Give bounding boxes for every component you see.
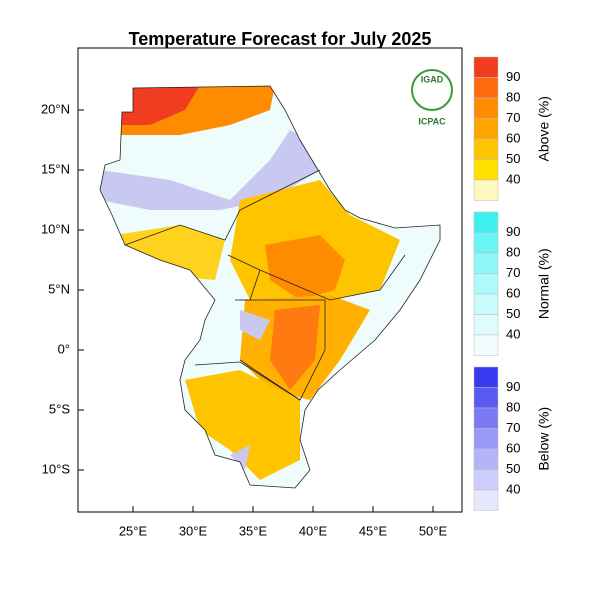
x-tick-label: 30°E bbox=[179, 523, 208, 538]
logo-name: IGAD bbox=[421, 74, 444, 84]
legend-swatch bbox=[473, 428, 499, 450]
legend-swatch bbox=[473, 118, 499, 140]
legend-level: 70 bbox=[506, 265, 520, 280]
x-tick-label: 50°E bbox=[419, 523, 448, 538]
legend-swatch bbox=[473, 252, 499, 274]
legend-swatch bbox=[473, 159, 499, 181]
y-tick-label: 10°N bbox=[41, 221, 70, 236]
legend-swatch bbox=[473, 448, 499, 470]
y-tick-label: 15°N bbox=[41, 161, 70, 176]
y-tick-label: 20°N bbox=[41, 101, 70, 116]
legend-level: 90 bbox=[506, 224, 520, 239]
legend-level: 60 bbox=[506, 440, 520, 455]
title: Temperature Forecast for July 2025 bbox=[129, 29, 432, 49]
legend-swatch bbox=[473, 293, 499, 315]
legend-swatch bbox=[473, 407, 499, 429]
y-tick-label: 10°S bbox=[42, 461, 71, 476]
legend-level: 40 bbox=[506, 171, 520, 186]
legend-title: Below (%) bbox=[536, 407, 552, 471]
legend-level: 40 bbox=[506, 481, 520, 496]
legend-swatch bbox=[473, 387, 499, 409]
x-tick-label: 45°E bbox=[359, 523, 388, 538]
legend-swatch bbox=[473, 179, 499, 201]
legend-level: 80 bbox=[506, 89, 520, 104]
legend-swatch bbox=[473, 56, 499, 78]
legend-swatch bbox=[473, 314, 499, 336]
legend-swatch bbox=[473, 366, 499, 388]
logo-org: ICPAC bbox=[418, 116, 446, 126]
legend-title: Above (%) bbox=[536, 96, 552, 161]
y-tick-label: 0° bbox=[58, 341, 70, 356]
y-tick-label: 5°N bbox=[48, 281, 70, 296]
legend-swatch bbox=[473, 334, 499, 356]
legend-level: 70 bbox=[506, 420, 520, 435]
legend: 90 80 70 60 50 40 Above (%) 90 80 70 60 50 40 Normal … bbox=[473, 56, 552, 511]
legend-level: 70 bbox=[506, 110, 520, 125]
legend-swatch bbox=[473, 469, 499, 491]
y-tick-label: 5°S bbox=[49, 401, 70, 416]
legend-level: 90 bbox=[506, 69, 520, 84]
legend-level: 60 bbox=[506, 130, 520, 145]
legend-swatch bbox=[473, 77, 499, 99]
legend-level: 90 bbox=[506, 379, 520, 394]
legend-level: 80 bbox=[506, 244, 520, 259]
legend-swatch bbox=[473, 232, 499, 254]
legend-level: 40 bbox=[506, 326, 520, 341]
legend-swatch bbox=[473, 273, 499, 295]
country-borders bbox=[99, 85, 441, 489]
x-tick-label: 35°E bbox=[239, 523, 268, 538]
legend-level: 50 bbox=[506, 461, 520, 476]
legend-level: 50 bbox=[506, 306, 520, 321]
x-tick-label: 25°E bbox=[119, 523, 148, 538]
legend-title: Normal (%) bbox=[536, 248, 552, 319]
legend-swatch bbox=[473, 211, 499, 233]
logo: IGAD ICPAC bbox=[411, 69, 453, 126]
legend-swatch bbox=[473, 97, 499, 119]
x-tick-label: 40°E bbox=[299, 523, 328, 538]
legend-level: 50 bbox=[506, 151, 520, 166]
legend-level: 60 bbox=[506, 285, 520, 300]
legend-swatch bbox=[473, 138, 499, 160]
axes: 25°E 30°E 35°E 40°E 45°E 50°E 20°N 15°N 10°N 5°N 0… bbox=[41, 101, 448, 538]
legend-level: 80 bbox=[506, 399, 520, 414]
legend-swatch bbox=[473, 489, 499, 511]
